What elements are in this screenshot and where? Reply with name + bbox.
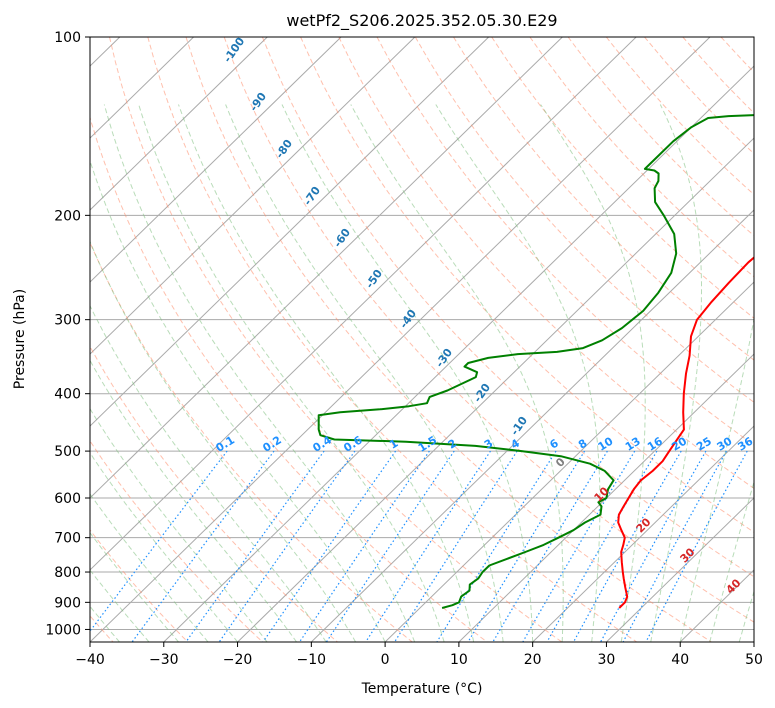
x-axis-label: Temperature (°C) bbox=[361, 681, 483, 697]
x-tick-label: −20 bbox=[223, 652, 253, 668]
isotherm-line bbox=[310, 209, 754, 642]
dewpoint-profile-line bbox=[317, 114, 754, 609]
plot-area: 0.1 0.2 0.4 0.6 1 1.5 2 3 4 6 8 10 13 16 20 25 30 36-100-… bbox=[90, 37, 755, 642]
mixing-ratio-line bbox=[546, 450, 658, 642]
dry-adiabat-line bbox=[223, 37, 754, 623]
dry-adiabat-line bbox=[300, 37, 754, 533]
x-tick-label: 40 bbox=[671, 652, 689, 668]
mixing-ratio-line bbox=[262, 450, 397, 642]
temperature-profile-line bbox=[617, 256, 754, 609]
isotherm-line bbox=[90, 37, 563, 499]
moist-adiabat-lines bbox=[90, 104, 754, 642]
isotherm-line bbox=[90, 37, 268, 211]
isotherm-line bbox=[237, 137, 754, 642]
moist-adiabat-line bbox=[709, 480, 754, 642]
mixing-ratio-line bbox=[131, 450, 275, 642]
x-axis: −40 −30 −20 −10 0 10 20 30 40 50 bbox=[75, 642, 763, 668]
moist-adiabat-line bbox=[738, 589, 754, 642]
isotherm-line bbox=[90, 37, 416, 355]
mixing-ratio-line bbox=[600, 450, 707, 642]
y-axis-label: Pressure (hPa) bbox=[12, 289, 28, 389]
moist-adiabat-line bbox=[679, 316, 754, 642]
x-tick-label: 0 bbox=[381, 652, 390, 668]
moist-adiabat-line bbox=[90, 240, 357, 642]
pressure-gridlines bbox=[90, 37, 754, 630]
y-tick-label: 700 bbox=[54, 531, 81, 547]
moist-adiabat-line bbox=[103, 104, 416, 642]
x-tick-label: 10 bbox=[450, 652, 468, 668]
dry-adiabat-line bbox=[376, 37, 754, 446]
mixing-ratio-line bbox=[467, 450, 586, 642]
dry-adiabat-line bbox=[90, 115, 488, 642]
dry-adiabat-line bbox=[90, 241, 413, 642]
isotherm-line bbox=[606, 497, 754, 642]
moist-adiabat-line bbox=[90, 407, 268, 642]
moist-adiabat-line bbox=[350, 104, 564, 642]
isotherm-line bbox=[90, 37, 637, 571]
moist-adiabat-line bbox=[90, 159, 386, 642]
moist-adiabat-line bbox=[90, 359, 297, 642]
dry-adiabat-line bbox=[491, 37, 754, 319]
mixing-ratio-line bbox=[325, 450, 455, 642]
sounding-series bbox=[317, 114, 754, 609]
isotherm-line bbox=[90, 37, 490, 427]
y-tick-label: 400 bbox=[54, 387, 81, 403]
dry-adiabat-line bbox=[90, 440, 263, 642]
isotherm-line bbox=[532, 425, 754, 642]
chart-title: wetPf2_S206.2025.352.05.30.E29 bbox=[286, 11, 557, 31]
dry-adiabat-line bbox=[261, 37, 754, 578]
isotherm-line bbox=[458, 353, 754, 642]
mixing-ratio-line bbox=[218, 450, 356, 642]
moist-adiabat-line bbox=[90, 452, 238, 642]
mixing-ratio-lines bbox=[90, 450, 748, 642]
dry-adiabat-line bbox=[185, 37, 712, 642]
y-tick-label: 1000 bbox=[45, 622, 81, 638]
mixing-ratio-line bbox=[436, 450, 557, 642]
x-tick-label: 50 bbox=[745, 652, 763, 668]
y-tick-label: 800 bbox=[54, 565, 81, 581]
x-tick-label: 30 bbox=[598, 652, 616, 668]
isotherm-lines bbox=[90, 37, 754, 642]
isotherm-line bbox=[384, 281, 754, 642]
y-tick-label: 200 bbox=[54, 208, 81, 224]
x-tick-label: −40 bbox=[75, 652, 105, 668]
dry-adiabat-line bbox=[453, 37, 754, 361]
moist-adiabat-line bbox=[281, 104, 534, 642]
x-tick-label: −30 bbox=[149, 652, 179, 668]
dry-adiabat-line bbox=[90, 345, 338, 642]
y-tick-label: 900 bbox=[54, 595, 81, 611]
mixing-ratio-line bbox=[572, 450, 682, 642]
mixing-ratio-line bbox=[645, 450, 748, 642]
dry-adiabat-lines bbox=[90, 37, 754, 642]
mixing-ratio-label: 36 bbox=[735, 434, 755, 453]
x-tick-label: 20 bbox=[524, 652, 542, 668]
mixing-ratio-line bbox=[365, 450, 491, 642]
moist-adiabat-line bbox=[225, 104, 504, 642]
dry-adiabat-line bbox=[414, 37, 754, 403]
isotherm-line bbox=[90, 37, 342, 283]
dry-adiabat-line bbox=[147, 37, 637, 642]
moist-adiabat-line bbox=[138, 104, 445, 642]
moist-adiabat-line bbox=[650, 104, 702, 642]
y-tick-label: 100 bbox=[54, 30, 81, 46]
moist-adiabat-line bbox=[90, 304, 327, 642]
mixing-ratio-line bbox=[299, 450, 430, 642]
dry-adiabat-line bbox=[109, 37, 563, 642]
y-tick-label: 500 bbox=[54, 444, 81, 460]
y-tick-label: 300 bbox=[54, 313, 81, 329]
plot-frame bbox=[89, 36, 755, 643]
moist-adiabat-line bbox=[540, 104, 646, 642]
y-tick-label: 600 bbox=[54, 491, 81, 507]
x-tick-label: −10 bbox=[297, 652, 327, 668]
isotherm-line bbox=[163, 65, 754, 642]
y-axis: 100 200 300 400 500 600 700 800 900 1000 bbox=[45, 30, 90, 638]
isotherm-line bbox=[90, 37, 711, 642]
mixing-ratio-line bbox=[622, 450, 727, 642]
moist-adiabat-line bbox=[178, 104, 475, 642]
